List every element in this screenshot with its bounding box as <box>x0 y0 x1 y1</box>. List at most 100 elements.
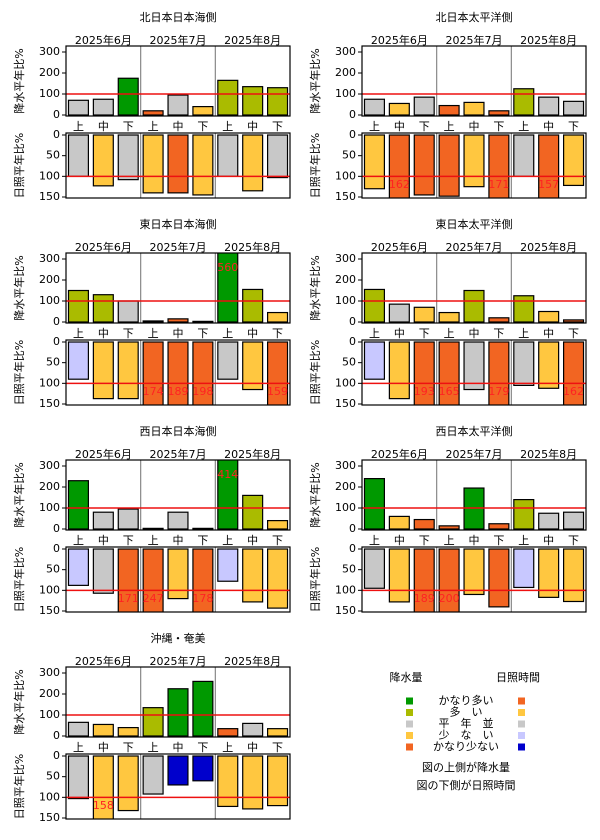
y-tick-label: 100 <box>39 294 60 307</box>
bar <box>242 341 264 391</box>
x-tick-label: 下 <box>123 741 134 754</box>
x-tick-label: 下 <box>419 534 430 547</box>
y-axis-label: 日照平年比% <box>308 340 322 405</box>
bar <box>388 548 410 603</box>
bar <box>92 548 114 594</box>
period-label: 2025年7月 <box>150 447 207 461</box>
bar <box>167 318 189 323</box>
x-tick-label: 下 <box>568 534 579 547</box>
bar <box>67 134 90 177</box>
bar <box>242 288 264 323</box>
y-tick-label: 100 <box>39 169 60 182</box>
plot-frame <box>65 459 291 531</box>
x-tick-label: 下 <box>272 120 283 133</box>
bar <box>463 341 485 391</box>
y-tick-label: 100 <box>335 87 356 100</box>
y-tick-label: 0 <box>53 315 60 328</box>
period-label: 2025年8月 <box>224 447 281 461</box>
bar <box>217 728 239 737</box>
y-tick-label: 50 <box>342 149 356 162</box>
bar <box>363 288 386 323</box>
x-tick-label: 下 <box>197 534 208 547</box>
bar <box>217 548 239 582</box>
y-tick-label: 50 <box>46 770 60 783</box>
y-tick-label: 100 <box>335 294 356 307</box>
period-label: 2025年7月 <box>150 240 207 254</box>
period-label: 2025年6月 <box>75 654 132 668</box>
x-tick-label: 中 <box>247 741 258 754</box>
x-tick-label: 上 <box>444 534 455 547</box>
period-label: 2025年8月 <box>520 33 577 47</box>
y-tick-label: 300 <box>335 459 356 472</box>
bar <box>562 134 585 187</box>
bar <box>438 104 460 116</box>
x-tick-label: 中 <box>543 534 554 547</box>
bar <box>413 96 435 116</box>
x-tick-label: 中 <box>98 120 109 133</box>
bar <box>513 341 535 387</box>
y-tick-label: 0 <box>349 128 356 141</box>
value-label: 560 <box>217 261 238 274</box>
bar <box>242 86 264 116</box>
y-tick-label: 0 <box>349 335 356 348</box>
bar <box>488 134 510 198</box>
period-label: 2025年7月 <box>446 447 503 461</box>
bar <box>538 96 560 116</box>
x-tick-label: 下 <box>197 741 208 754</box>
y-tick-label: 150 <box>39 397 60 410</box>
period-label: 2025年7月 <box>150 33 207 47</box>
bar <box>413 134 435 196</box>
bar <box>67 548 90 586</box>
x-tick-label: 下 <box>197 120 208 133</box>
legend-label: 多 い <box>450 705 483 719</box>
bar <box>142 707 164 737</box>
y-tick-label: 100 <box>39 790 60 803</box>
value-label: 162 <box>389 178 410 191</box>
x-tick-label: 中 <box>394 120 405 133</box>
x-tick-label: 上 <box>222 327 233 340</box>
value-label: 193 <box>414 385 435 398</box>
x-tick-label: 上 <box>222 120 233 133</box>
value-label: 200 <box>439 592 460 605</box>
bar <box>513 134 535 177</box>
x-tick-label: 中 <box>394 327 405 340</box>
period-label: 2025年8月 <box>224 654 281 668</box>
x-tick-label: 上 <box>73 741 84 754</box>
value-label: 178 <box>192 592 213 605</box>
y-tick-label: 150 <box>335 397 356 410</box>
x-tick-label: 上 <box>148 741 159 754</box>
panel-title: 東日本太平洋側 <box>436 217 513 231</box>
value-label: 179 <box>488 385 509 398</box>
bar <box>217 341 239 380</box>
legend-swatch <box>518 697 525 705</box>
bar <box>513 499 535 530</box>
y-tick-label: 150 <box>39 811 60 824</box>
x-tick-label: 上 <box>148 120 159 133</box>
bar <box>142 527 164 530</box>
period-label: 2025年6月 <box>371 33 428 47</box>
bar <box>388 134 410 198</box>
bar <box>388 515 410 530</box>
plot-frame <box>65 666 291 738</box>
legend-label: かなり多い <box>439 693 494 707</box>
y-tick-label: 100 <box>39 583 60 596</box>
bar <box>538 512 560 530</box>
x-tick-label: 中 <box>173 120 184 133</box>
y-tick-label: 0 <box>349 315 356 328</box>
bar <box>117 77 139 116</box>
y-axis-label: 降水平年比% <box>308 48 322 113</box>
x-tick-label: 下 <box>197 327 208 340</box>
x-tick-label: 上 <box>369 327 380 340</box>
legend-swatch <box>406 709 413 716</box>
y-axis-label: 降水平年比% <box>12 48 26 113</box>
bar <box>167 755 189 786</box>
bar <box>92 98 114 116</box>
x-tick-label: 下 <box>272 327 283 340</box>
y-tick-label: 200 <box>335 66 356 79</box>
x-tick-label: 上 <box>369 534 380 547</box>
x-tick-label: 上 <box>518 120 529 133</box>
bar <box>167 548 189 600</box>
y-tick-label: 150 <box>39 604 60 617</box>
bar <box>192 320 214 323</box>
bar <box>192 755 214 782</box>
